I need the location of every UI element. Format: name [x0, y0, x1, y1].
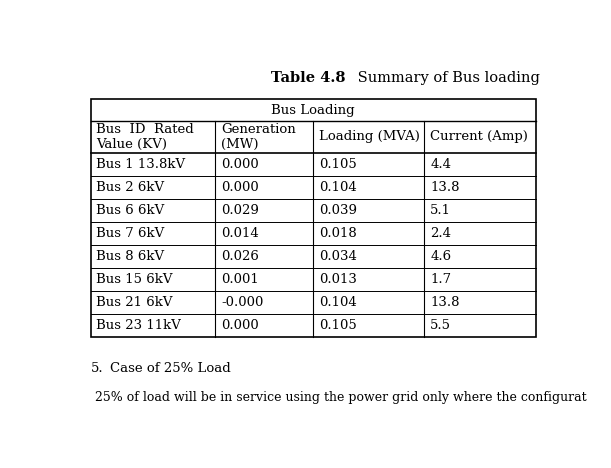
Text: Summary of Bus loading: Summary of Bus loading	[353, 71, 540, 85]
Text: 0.039: 0.039	[319, 204, 357, 217]
Text: Bus 7 6kV: Bus 7 6kV	[97, 227, 164, 240]
Text: 0.029: 0.029	[221, 204, 259, 217]
Text: 5.: 5.	[90, 362, 103, 375]
Text: 0.013: 0.013	[319, 273, 357, 286]
Text: 4.6: 4.6	[430, 250, 451, 263]
Text: 0.000: 0.000	[221, 158, 258, 171]
Text: Case of 25% Load: Case of 25% Load	[109, 362, 230, 375]
Text: 0.000: 0.000	[221, 319, 258, 332]
Text: 0.001: 0.001	[221, 273, 258, 286]
Text: 0.034: 0.034	[319, 250, 357, 263]
Text: Bus 8 6kV: Bus 8 6kV	[97, 250, 164, 263]
Text: 13.8: 13.8	[430, 181, 459, 194]
Bar	[90, 99, 536, 337]
Text: 2.4: 2.4	[430, 227, 451, 240]
Text: Bus 6 6kV: Bus 6 6kV	[97, 204, 164, 217]
Text: 0.104: 0.104	[319, 181, 357, 194]
Text: Bus Loading: Bus Loading	[271, 103, 355, 117]
Text: Table 4.8: Table 4.8	[271, 71, 345, 85]
Text: Bus 15 6kV: Bus 15 6kV	[97, 273, 173, 286]
Text: Bus  ID  Rated
Value (KV): Bus ID Rated Value (KV)	[97, 123, 194, 151]
Text: -0.000: -0.000	[221, 296, 263, 309]
Text: Current (Amp): Current (Amp)	[430, 131, 528, 143]
Text: 0.105: 0.105	[319, 319, 357, 332]
Text: 1.7: 1.7	[430, 273, 451, 286]
Text: 0.018: 0.018	[319, 227, 357, 240]
Text: Bus 2 6kV: Bus 2 6kV	[97, 181, 164, 194]
Text: 4.4: 4.4	[430, 158, 451, 171]
Text: 0.104: 0.104	[319, 296, 357, 309]
Text: Loading (MVA): Loading (MVA)	[319, 131, 420, 143]
Text: Bus 23 11kV: Bus 23 11kV	[97, 319, 181, 332]
Text: 25% of load will be in service using the power grid only where the configurat: 25% of load will be in service using the…	[95, 391, 587, 404]
Text: 5.1: 5.1	[430, 204, 451, 217]
Text: Generation
(MW): Generation (MW)	[221, 123, 296, 151]
Text: 0.105: 0.105	[319, 158, 357, 171]
Text: 0.014: 0.014	[221, 227, 258, 240]
Text: 0.000: 0.000	[221, 181, 258, 194]
Text: 13.8: 13.8	[430, 296, 459, 309]
Text: Bus 1 13.8kV: Bus 1 13.8kV	[97, 158, 185, 171]
Text: Bus 21 6kV: Bus 21 6kV	[97, 296, 173, 309]
Text: 5.5: 5.5	[430, 319, 451, 332]
Text: 0.026: 0.026	[221, 250, 259, 263]
